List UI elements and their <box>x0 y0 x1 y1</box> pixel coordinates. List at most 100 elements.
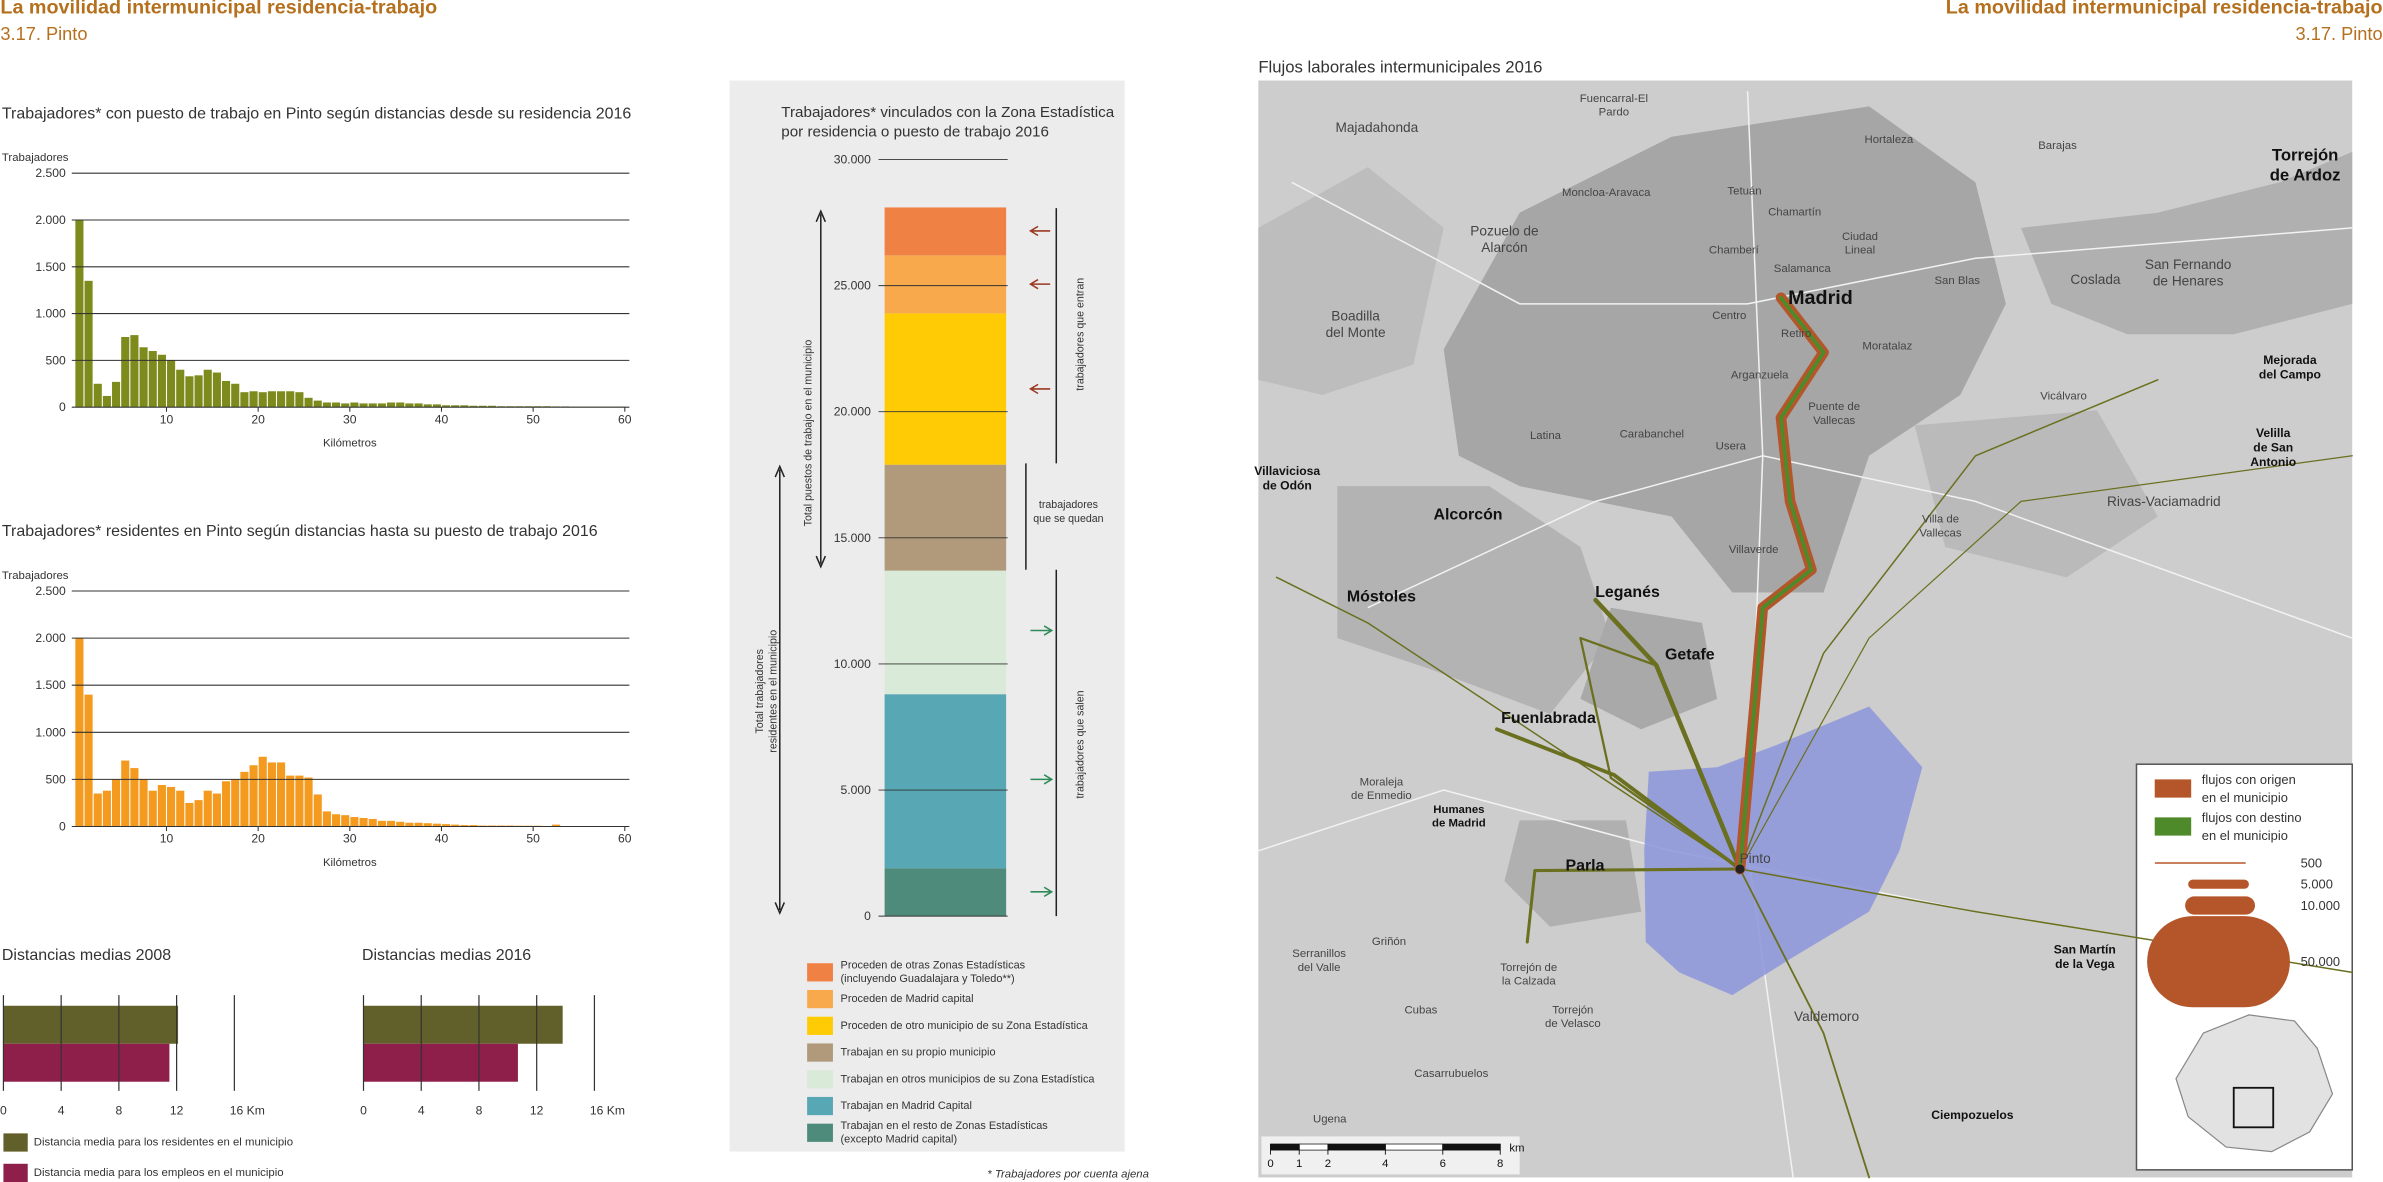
bar <box>212 372 221 408</box>
place-label: Valdemoro <box>1794 1009 1859 1024</box>
bar <box>322 811 331 827</box>
x-tick-label: 16 Km <box>230 1104 265 1118</box>
annotation: que se quedan <box>1033 513 1103 525</box>
size-label: 500 <box>2301 855 2323 870</box>
bar <box>176 369 185 408</box>
place-label: Fuenlabrada <box>1501 710 1596 727</box>
annotation: trabajadores <box>1039 499 1098 511</box>
legend-label: Trabajan en su propio municipio <box>841 1047 996 1059</box>
header-subtitle: 3.17. Pinto <box>0 23 87 44</box>
bar <box>84 694 93 827</box>
x-tick-label: 60 <box>618 832 632 846</box>
bar <box>377 820 386 827</box>
legend-label: flujos con destino <box>2202 810 2302 825</box>
bar <box>359 818 368 827</box>
place-label: Humanes <box>1433 804 1484 816</box>
bar <box>139 779 148 827</box>
place-label: de San <box>2253 441 2293 455</box>
bar <box>240 392 249 408</box>
place-label: Velilla <box>2256 426 2291 440</box>
place-label: Villa de <box>1922 514 1959 526</box>
x-tick-label: 4 <box>58 1104 65 1118</box>
arrow-head <box>774 464 786 916</box>
place-label: Leganés <box>1595 584 1660 601</box>
annotation: Total trabajadores <box>754 649 766 733</box>
place-label: Moratalaz <box>1862 340 1912 352</box>
bar <box>552 824 561 827</box>
x-tick-label: 0 <box>360 1104 367 1118</box>
bar <box>93 793 102 827</box>
place-label: Moraleja <box>1360 776 1404 788</box>
bar <box>130 768 139 827</box>
inset-map <box>2175 1014 2334 1153</box>
place-label: Pinto <box>1740 851 1772 866</box>
place-label: Fuencarral-El <box>1580 93 1648 105</box>
bar <box>286 391 295 408</box>
place-label: Rivas-Vaciamadrid <box>2107 494 2221 509</box>
place-label: Puente de <box>1808 401 1860 413</box>
chart-title: Distancias medias 2008 <box>2 947 171 964</box>
scale-label: 8 <box>1497 1158 1503 1170</box>
place-label: Moncloa-Aravaca <box>1562 187 1651 199</box>
place-label: Ciempozuelos <box>1931 1108 2014 1122</box>
pinto-area <box>1644 706 1923 996</box>
bar <box>396 821 405 827</box>
bar <box>460 825 469 827</box>
bar <box>478 405 487 408</box>
place-label: Boadilla <box>1331 309 1380 324</box>
arrow-out <box>1030 774 1054 785</box>
flow-line <box>1739 868 1871 1179</box>
y-tick-label: 0 <box>864 909 871 923</box>
place-label: Torrejón de <box>1500 962 1557 974</box>
y-tick-label: 0 <box>59 819 66 833</box>
y-tick-label: 20.000 <box>834 405 871 419</box>
flow-line <box>1593 597 1743 872</box>
chart-title: Distancias medias 2016 <box>362 947 531 964</box>
y-tick-label: 5.000 <box>841 783 872 797</box>
place-label: Casarrubuelos <box>1414 1068 1488 1080</box>
x-tick-label: 8 <box>116 1104 123 1118</box>
x-tick-label: 20 <box>251 832 265 846</box>
place-label: Torrejón <box>2272 145 2339 164</box>
y-tick-label: 1.500 <box>35 678 66 692</box>
urban-area <box>2021 151 2353 335</box>
footnote: * Trabajadores por cuenta ajena <box>987 1168 1149 1180</box>
bar <box>267 762 276 827</box>
scale-segment <box>1298 1143 1329 1151</box>
legend-label: Proceden de Madrid capital <box>841 993 974 1005</box>
place-label: la Calzada <box>1502 975 1556 987</box>
bar <box>222 781 231 827</box>
place-label: Pozuelo de <box>1470 223 1538 238</box>
x-tick-label: 20 <box>251 412 265 426</box>
y-axis-label: Trabajadores <box>2 152 69 164</box>
bar <box>396 402 405 408</box>
scale-label: 6 <box>1440 1158 1446 1170</box>
place-label: Getafe <box>1665 646 1715 663</box>
bar <box>405 403 414 408</box>
bar <box>84 280 93 408</box>
stack-segment <box>884 570 1007 695</box>
place-label: Retiro <box>1781 328 1811 340</box>
bar <box>451 824 460 827</box>
bar <box>102 790 111 827</box>
bar <box>313 400 322 408</box>
place-label: Arganzuela <box>1731 369 1789 381</box>
x-tick-label: 0 <box>0 1104 7 1118</box>
bar <box>322 402 331 408</box>
flow-line <box>1739 455 2353 870</box>
x-tick-label: 4 <box>418 1104 425 1118</box>
scale-label: 0 <box>1267 1158 1273 1170</box>
annotation: residentes en el municipio <box>768 630 780 753</box>
flow-line <box>1739 379 2159 870</box>
annotation: Total puestos de trabajo en el municipio <box>803 340 815 527</box>
bar <box>121 336 130 408</box>
legend-swatch <box>807 1096 833 1116</box>
y-tick-label: 1.500 <box>35 260 66 274</box>
scale-background <box>1261 1136 1520 1175</box>
flow-line <box>1275 576 1741 870</box>
urban-area <box>1443 106 2006 593</box>
y-tick-label: 2.500 <box>35 584 66 598</box>
size-symbol <box>2154 862 2246 864</box>
bar <box>414 403 423 408</box>
bar <box>3 1043 170 1082</box>
